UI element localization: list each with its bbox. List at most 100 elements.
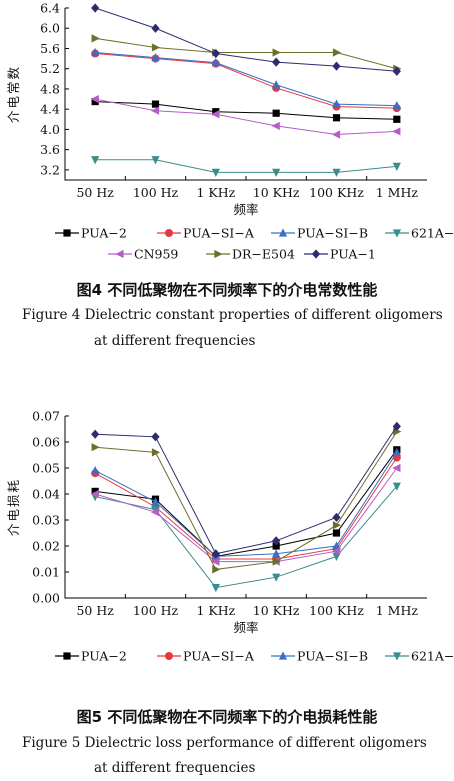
series-DR−E504 (91, 34, 402, 73)
data-point (91, 443, 100, 452)
series-line (95, 467, 398, 563)
data-point (91, 429, 100, 439)
data-point (332, 521, 342, 530)
chart-svg: 3.2 3.6 4.0 4.4 4.8 5.2 5.6 6.0 6.4 50 Hz 100 Hz 1 … (6, 1, 454, 262)
y-tick-label: 6.0 (40, 21, 60, 36)
data-point (272, 573, 281, 582)
dielectric-loss-chart: 0.00 0.01 0.02 0.03 0.04 0.05 0.06 0.07 50 Hz 100… (0, 398, 454, 685)
dielectric-constant-chart: 3.2 3.6 4.0 4.4 4.8 5.2 5.6 6.0 6.4 50 Hz 100 Hz 1 … (0, 0, 454, 262)
data-point (91, 156, 100, 165)
data-point (211, 549, 220, 559)
series-line (95, 485, 398, 589)
legend-item: PUA−SI−A (157, 226, 255, 241)
legend-marker (63, 652, 71, 660)
legend-item: PUA−2 (55, 649, 127, 664)
data-point (211, 168, 220, 178)
y-tick-label: 0.04 (32, 487, 60, 502)
data-point (272, 168, 281, 178)
series-line (95, 101, 397, 120)
series-line (95, 53, 397, 109)
data-point (151, 432, 160, 442)
data-point (331, 130, 341, 139)
data-point (211, 48, 220, 59)
data-point (151, 52, 160, 62)
data-point (211, 557, 220, 566)
y-tick-label: 0.05 (32, 461, 60, 476)
x-axis-label: 频率 (233, 202, 258, 217)
data-point (151, 497, 160, 506)
x-tick-label: 100 KHz (309, 603, 364, 618)
legend-label: PUA−2 (81, 226, 127, 241)
data-point (151, 23, 160, 33)
legend-item: 621A−80 (385, 226, 454, 241)
series-PUA−1 (91, 421, 401, 559)
data-point (392, 127, 401, 136)
y-axis-label: 介电常数 (6, 65, 21, 123)
x-tick-label: 100 Hz (133, 603, 179, 618)
data-point (393, 115, 401, 123)
y-tick-label: 3.2 (40, 162, 60, 177)
data-point (392, 482, 401, 491)
series-line (94, 457, 398, 560)
series-line (95, 159, 397, 173)
y-tick-label: 0.03 (32, 513, 60, 528)
x-tick-label: 50 Hz (76, 603, 114, 618)
data-point (91, 34, 100, 43)
data-point (91, 3, 100, 13)
legend-item: PUA−2 (55, 226, 127, 241)
data-point (272, 542, 280, 550)
y-tick-label: 5.6 (40, 41, 60, 56)
series-PUA−SI−A (91, 49, 401, 113)
series-PUA−2 (91, 97, 401, 123)
data-point (272, 109, 280, 117)
series-line (95, 431, 398, 570)
data-point (91, 97, 99, 106)
legend-marker (392, 229, 402, 238)
x-tick-label: 10 KHz (253, 185, 300, 200)
data-point (331, 547, 341, 556)
figure4-caption-cn: 图4 不同低聚物在不同频率下的介电常数性能 (76, 281, 378, 299)
data-point (272, 80, 281, 89)
axis-lines (64, 8, 427, 181)
legend-label: DR−E504 (232, 247, 295, 261)
y-tick-label: 0.07 (32, 409, 60, 424)
legend-marker (165, 229, 173, 237)
figure5-caption-en-line2: at different frequencies (94, 760, 256, 776)
x-tick-label: 1 KHz (196, 185, 235, 200)
data-point (151, 156, 160, 165)
data-point (392, 101, 401, 110)
series-PUA−SI−B (91, 447, 401, 560)
y-tick-label: 3.6 (40, 142, 60, 157)
data-point (332, 114, 341, 122)
y-tick-label: 5.2 (40, 61, 60, 76)
data-point (332, 168, 341, 178)
series-line (94, 452, 398, 557)
series-line (95, 449, 398, 557)
data-point (211, 58, 220, 67)
legend-label: PUA−SI−A (183, 226, 255, 241)
y-tick-label: 4.0 (40, 122, 60, 137)
series-PUA−SI−B (91, 47, 401, 110)
series-line (95, 426, 398, 555)
legend-marker (278, 651, 288, 660)
x-tick-label: 1 MHz (376, 185, 419, 200)
legend-label: PUA−SI−A (183, 649, 255, 664)
data-point (332, 529, 341, 537)
y-tick-label: 0.06 (32, 435, 60, 450)
series-PUA−1 (91, 3, 401, 76)
legend-item: PUA−SI−B (271, 649, 368, 664)
series-PUA−2 (91, 446, 401, 560)
data-point (211, 110, 220, 119)
legend-marker (392, 652, 402, 661)
y-axis-label: 介电损耗 (6, 478, 21, 536)
y-tick-label: 0.02 (32, 539, 60, 554)
series-621A−80 (91, 156, 401, 178)
data-point (91, 466, 100, 475)
data-point (332, 61, 341, 71)
legend-marker (214, 249, 223, 259)
x-tick-label: 10 KHz (253, 603, 300, 618)
legend-marker (165, 652, 173, 660)
legend-label: 621A−80 (411, 226, 454, 241)
data-point (212, 108, 220, 116)
data-point (91, 47, 100, 57)
